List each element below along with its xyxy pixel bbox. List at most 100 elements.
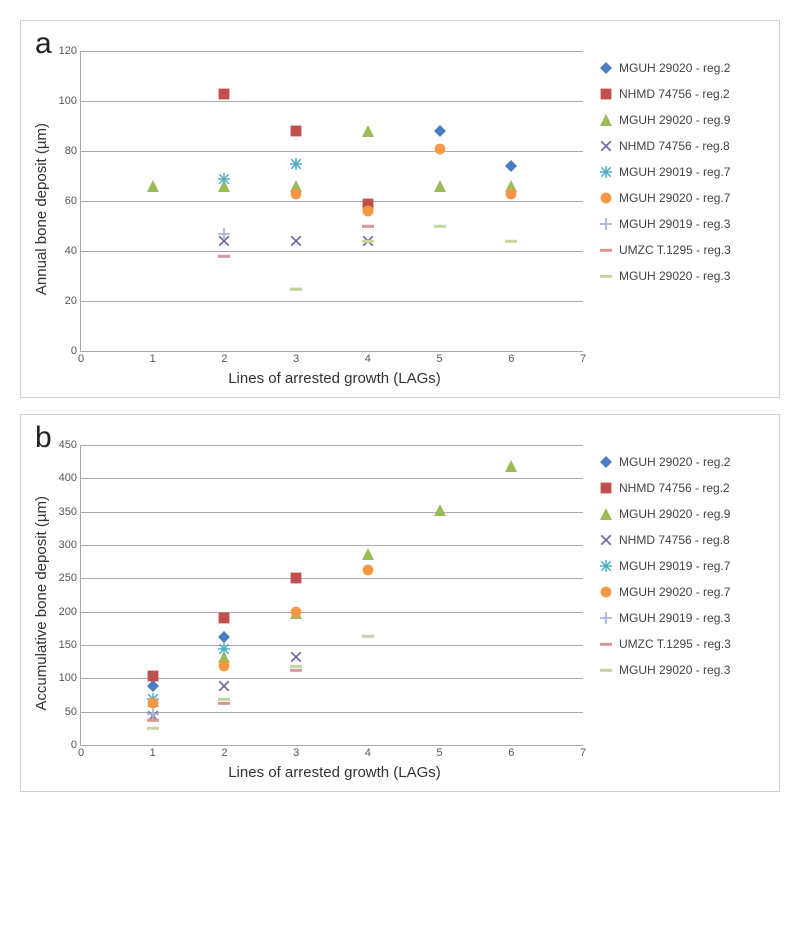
legend-item: MGUH 29020 - reg.9 <box>599 113 769 127</box>
ytick-label: 200 <box>59 606 81 618</box>
triangle-icon <box>599 507 613 521</box>
gridline <box>81 101 583 102</box>
data-point <box>362 630 374 642</box>
data-point <box>147 180 159 192</box>
data-point <box>218 228 230 240</box>
xtick-label: 5 <box>437 351 443 365</box>
legend-label: NHMD 74756 - reg.8 <box>619 533 730 547</box>
dash-icon <box>599 663 613 677</box>
panel-b-plot-wrap: 05010015020025030035040045001234567 Line… <box>52 425 589 781</box>
data-point <box>290 660 302 672</box>
panel-a-legend: MGUH 29020 - reg.2NHMD 74756 - reg.2MGUH… <box>589 31 769 387</box>
data-point <box>434 220 446 232</box>
data-point <box>290 606 302 618</box>
data-point <box>218 250 230 262</box>
panel-b: b Accumulative bone deposit (µm) 0501001… <box>20 414 780 792</box>
ytick-label: 400 <box>59 472 81 484</box>
legend-item: UMZC T.1295 - reg.3 <box>599 243 769 257</box>
legend-item: MGUH 29020 - reg.3 <box>599 269 769 283</box>
legend-item: UMZC T.1295 - reg.3 <box>599 637 769 651</box>
ytick-label: 250 <box>59 572 81 584</box>
xtick-label: 0 <box>78 745 84 759</box>
data-point <box>362 125 374 137</box>
star-icon <box>599 559 613 573</box>
legend-label: NHMD 74756 - reg.8 <box>619 139 730 153</box>
data-point <box>218 680 230 692</box>
dash-icon <box>599 637 613 651</box>
data-point <box>290 125 302 137</box>
panel-b-ylabel: Accumulative bone deposit (µm) <box>31 496 52 711</box>
ytick-label: 20 <box>65 295 81 307</box>
data-point <box>218 612 230 624</box>
panel-a-label: a <box>35 27 52 61</box>
gridline <box>81 151 583 152</box>
figure: a Annual bone deposit (µm) 0204060801001… <box>20 20 780 792</box>
plus-icon <box>599 611 613 625</box>
data-point <box>505 188 517 200</box>
legend-item: NHMD 74756 - reg.8 <box>599 139 769 153</box>
xtick-label: 7 <box>580 351 586 365</box>
data-point <box>218 88 230 100</box>
square-icon <box>599 87 613 101</box>
xtick-label: 5 <box>437 745 443 759</box>
data-point <box>147 670 159 682</box>
circle-icon <box>599 191 613 205</box>
data-point <box>505 235 517 247</box>
legend-item: MGUH 29020 - reg.9 <box>599 507 769 521</box>
diamond-icon <box>599 61 613 75</box>
dash-icon <box>599 269 613 283</box>
legend-label: UMZC T.1295 - reg.3 <box>619 637 731 651</box>
data-point <box>362 205 374 217</box>
x-icon <box>599 139 613 153</box>
data-point <box>434 143 446 155</box>
legend-item: MGUH 29019 - reg.7 <box>599 165 769 179</box>
panel-b-plot-area: 05010015020025030035040045001234567 <box>80 445 583 746</box>
data-point <box>218 173 230 185</box>
data-point <box>505 160 517 172</box>
gridline <box>81 301 583 302</box>
data-point <box>362 235 374 247</box>
legend-item: NHMD 74756 - reg.8 <box>599 533 769 547</box>
panel-b-label: b <box>35 421 52 455</box>
star-icon <box>599 165 613 179</box>
square-icon <box>599 481 613 495</box>
panel-b-legend: MGUH 29020 - reg.2 NHMD 74756 - reg.2 MGUH… <box>589 425 769 781</box>
panel-a: a Annual bone deposit (µm) 0204060801001… <box>20 20 780 398</box>
xtick-label: 2 <box>221 745 227 759</box>
gridline <box>81 478 583 479</box>
data-point <box>362 564 374 576</box>
ytick-label: 100 <box>59 95 81 107</box>
legend-label: MGUH 29020 - reg.2 <box>619 455 730 469</box>
legend-label: MGUH 29019 - reg.3 <box>619 217 730 231</box>
legend-label: MGUH 29020 - reg.7 <box>619 585 730 599</box>
panel-a-plot-wrap: 02040608010012001234567 Lines of arreste… <box>52 31 589 387</box>
data-point <box>434 504 446 516</box>
dash-icon <box>599 243 613 257</box>
gridline <box>81 545 583 546</box>
legend-label: MGUH 29020 - reg.9 <box>619 507 730 521</box>
data-point <box>290 235 302 247</box>
data-point <box>218 631 230 643</box>
legend-item: MGUH 29019 - reg.7 <box>599 559 769 573</box>
xtick-label: 2 <box>221 351 227 365</box>
ytick-label: 450 <box>59 439 81 451</box>
xtick-label: 7 <box>580 745 586 759</box>
panel-b-xlabel: Lines of arrested growth (LAGs) <box>80 764 589 781</box>
data-point <box>434 180 446 192</box>
plus-icon <box>599 217 613 231</box>
legend-label: MGUH 29019 - reg.7 <box>619 559 730 573</box>
legend-item: MGUH 29020 - reg.7 <box>599 191 769 205</box>
circle-icon <box>599 585 613 599</box>
ytick-label: 120 <box>59 45 81 57</box>
legend-label: NHMD 74756 - reg.2 <box>619 481 730 495</box>
legend-label: MGUH 29020 - reg.7 <box>619 191 730 205</box>
data-point <box>290 158 302 170</box>
ytick-label: 350 <box>59 506 81 518</box>
data-point <box>290 283 302 295</box>
legend-item: MGUH 29019 - reg.3 <box>599 611 769 625</box>
xtick-label: 1 <box>150 745 156 759</box>
ytick-label: 80 <box>65 145 81 157</box>
panel-a-ylabel: Annual bone deposit (µm) <box>31 123 52 295</box>
xtick-label: 1 <box>150 351 156 365</box>
gridline <box>81 201 583 202</box>
